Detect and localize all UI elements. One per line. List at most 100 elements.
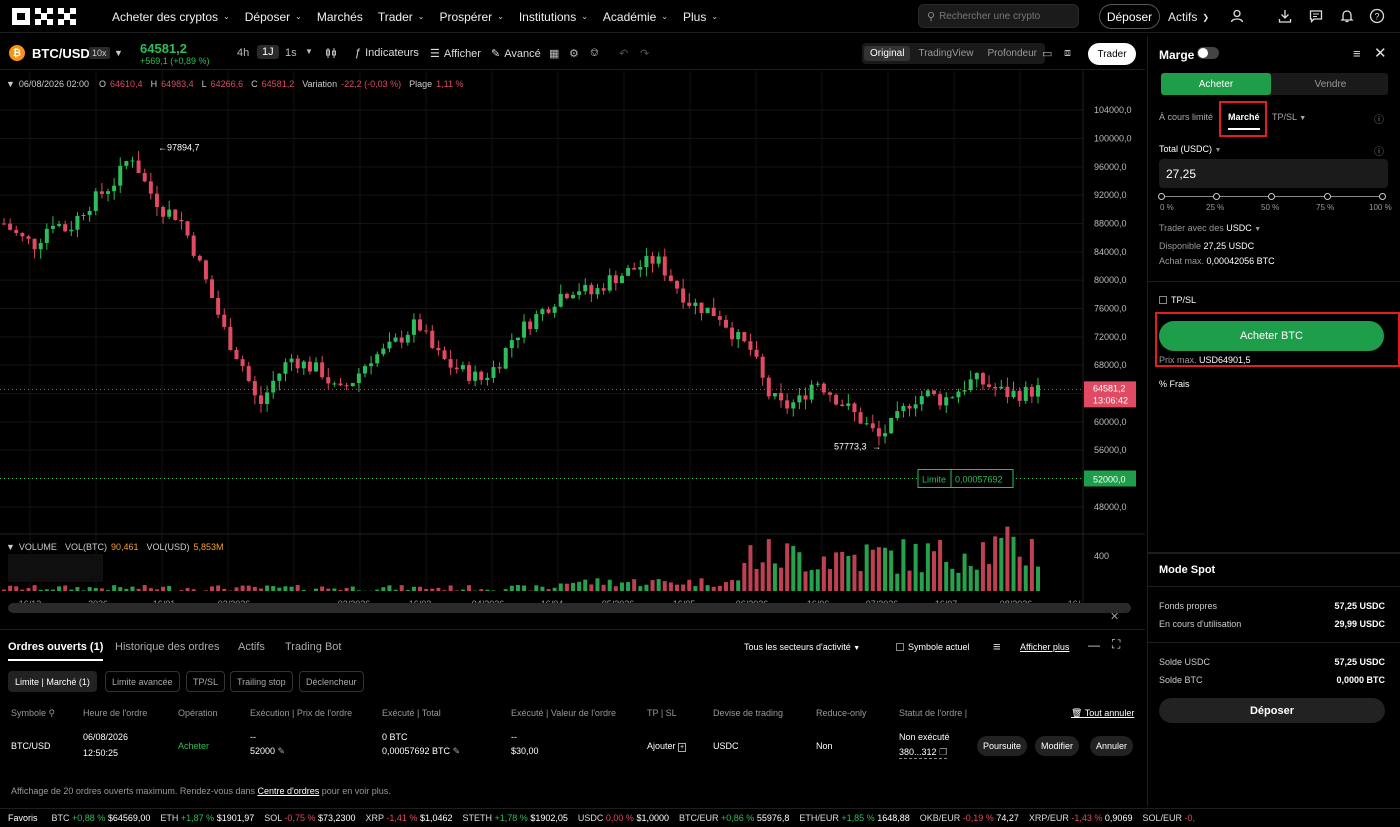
current-symbol-checkbox[interactable]: Symbole actuel: [896, 642, 970, 652]
ticker-item[interactable]: SOL -0,75 % $73,2300: [264, 813, 355, 823]
tpsl-checkbox[interactable]: TP/SL: [1159, 295, 1196, 305]
nav-item-5[interactable]: Institutions ⌄: [519, 10, 588, 24]
ticker-item[interactable]: USDC 0,00 % $1,0000: [578, 813, 669, 823]
ticker-item[interactable]: BTC/EUR +0,86 % 55976,8: [679, 813, 789, 823]
gear-icon[interactable]: ⚙: [569, 48, 579, 60]
minimize-icon[interactable]: —: [1088, 638, 1100, 652]
help-icon[interactable]: ⓘ: [1374, 147, 1384, 158]
order-center-link[interactable]: Centre d'ordres: [257, 786, 320, 796]
pin-icon[interactable]: ⚲: [48, 708, 56, 718]
cancel-button[interactable]: Annuler: [1090, 736, 1134, 756]
copy-icon[interactable]: ❐: [939, 747, 948, 757]
buy-btc-button[interactable]: Acheter BTC: [1159, 321, 1384, 351]
view-tradingview[interactable]: TradingView: [918, 48, 974, 59]
interval-1w[interactable]: 1s: [285, 47, 297, 59]
total-input[interactable]: 27,25: [1159, 159, 1388, 188]
nav-item-2[interactable]: Marchés: [317, 10, 363, 24]
chevron-down-icon[interactable]: ▼: [6, 542, 15, 552]
trail-button[interactable]: Poursuite: [977, 736, 1028, 756]
add-tpsl-button[interactable]: Ajouter +: [647, 741, 687, 752]
chip-tpsl[interactable]: TP/SL: [186, 671, 226, 692]
search-box[interactable]: ⚲: [918, 4, 1079, 28]
chevron-down-icon[interactable]: ▼: [114, 48, 123, 58]
ticker-item[interactable]: ETH +1,87 % $1901,97: [160, 813, 254, 823]
alert-add-icon[interactable]: ⎊: [590, 47, 599, 59]
deposit-panel-button[interactable]: Déposer: [1159, 698, 1385, 723]
calculator-icon[interactable]: ▦: [549, 48, 560, 60]
user-icon[interactable]: [1229, 8, 1245, 24]
trade-with[interactable]: Trader avec des USDC ▼: [1159, 223, 1261, 233]
interval-4h[interactable]: 4h: [237, 47, 250, 59]
modify-button[interactable]: Modifier: [1035, 736, 1080, 756]
layout-icon[interactable]: ▭: [1042, 48, 1053, 60]
tab-assets[interactable]: Actifs: [238, 641, 265, 653]
ticker-item[interactable]: BTC +0,88 % $64569,00: [52, 813, 151, 823]
slider-dot[interactable]: [1268, 193, 1275, 200]
buy-tab[interactable]: Acheter: [1161, 73, 1271, 95]
slider-dot[interactable]: [1213, 193, 1220, 200]
order-type-limit[interactable]: À cours limité: [1159, 112, 1214, 122]
candlestick-chart[interactable]: 104000,0 100000,0 96000,0 92000,0 88000,0 840…: [0, 71, 1145, 626]
download-icon[interactable]: [1277, 8, 1293, 24]
margin-toggle[interactable]: [1197, 47, 1219, 59]
chip-trigger[interactable]: Déclencheur: [299, 671, 364, 692]
checkbox-icon[interactable]: [1159, 296, 1167, 304]
amount-slider[interactable]: [1158, 193, 1386, 200]
expand-icon[interactable]: ⛶: [1112, 637, 1121, 651]
redo-icon[interactable]: ↷: [640, 48, 650, 60]
undo-icon[interactable]: ↶: [619, 48, 629, 60]
deposit-button[interactable]: Déposer: [1099, 4, 1160, 29]
search-input[interactable]: [939, 10, 1070, 22]
close-icon[interactable]: ✕: [1110, 611, 1119, 623]
chip-trailing-stop[interactable]: Trailing stop: [230, 671, 293, 692]
slider-dot[interactable]: [1324, 193, 1331, 200]
nav-item-3[interactable]: Trader ⌄: [378, 10, 425, 24]
interval-1d[interactable]: 1J: [257, 45, 279, 59]
indicators-button[interactable]: ƒ Indicateurs: [355, 47, 419, 59]
ticker-item[interactable]: ETH/EUR +1,85 % 1648,88: [799, 813, 909, 823]
chip-advanced-limit[interactable]: Limite avancée: [105, 671, 180, 692]
cancel-all-link[interactable]: 🗑 Tout annuler: [1071, 708, 1134, 719]
nav-item-6[interactable]: Académie ⌄: [603, 10, 668, 24]
bell-icon[interactable]: [1339, 8, 1355, 24]
ticker-item[interactable]: XRP -1,41 % $1,0462: [366, 813, 453, 823]
sell-tab[interactable]: Vendre: [1314, 78, 1347, 90]
display-button[interactable]: ☰ Afficher: [430, 47, 481, 61]
order-total[interactable]: 0,00057692 BTC ✎: [382, 746, 460, 757]
edit-icon[interactable]: ✎: [452, 746, 461, 756]
nav-item-7[interactable]: Plus ⌄: [683, 10, 718, 24]
ticker-item[interactable]: XRP/EUR -1,43 % 0,9069: [1029, 813, 1133, 823]
chevron-down-icon[interactable]: ▼: [6, 79, 15, 89]
filter-icon[interactable]: ≡: [993, 639, 1001, 654]
chip-limit-market[interactable]: Limite | Marché (1): [8, 671, 97, 692]
okx-logo[interactable]: [12, 8, 76, 25]
fullscreen-icon[interactable]: ⧈: [1064, 47, 1071, 59]
candle-type-icon[interactable]: [325, 47, 337, 59]
assets-menu[interactable]: Actifs ❯: [1168, 10, 1209, 24]
edit-icon[interactable]: ✎: [277, 746, 286, 756]
ticker-item[interactable]: STETH +1,78 % $1902,05: [462, 813, 567, 823]
order-type-market[interactable]: Marché: [1228, 112, 1260, 130]
view-original[interactable]: Original: [864, 46, 911, 61]
order-type-tpsl[interactable]: TP/SL ▼: [1272, 112, 1306, 122]
tab-order-history[interactable]: Historique des ordres: [115, 641, 220, 653]
order-price[interactable]: 52000 ✎: [250, 746, 285, 757]
show-more-link[interactable]: Afficher plus: [1020, 642, 1070, 652]
chevron-down-icon[interactable]: ▼: [305, 47, 313, 56]
trader-button[interactable]: Trader: [1088, 43, 1136, 65]
tab-trading-bot[interactable]: Trading Bot: [285, 641, 342, 653]
checkbox-icon[interactable]: [896, 643, 904, 651]
close-icon[interactable]: ✕: [1374, 45, 1387, 62]
chevron-down-icon[interactable]: ▼: [1214, 147, 1222, 154]
slider-dot[interactable]: [1379, 193, 1386, 200]
help-icon[interactable]: ?: [1369, 8, 1385, 24]
pair-selector[interactable]: BTC/USD: [32, 46, 90, 61]
fees-link[interactable]: % Frais: [1159, 379, 1190, 389]
price-chart[interactable]: 104000,0 100000,0 96000,0 92000,0 88000,0 840…: [0, 71, 1145, 626]
nav-item-1[interactable]: Déposer ⌄: [245, 10, 302, 24]
help-icon[interactable]: ⓘ: [1374, 115, 1384, 126]
chat-icon[interactable]: [1308, 8, 1324, 24]
nav-item-0[interactable]: Acheter des cryptos ⌄: [112, 10, 230, 24]
nav-item-4[interactable]: Prospérer ⌄: [439, 10, 503, 24]
slider-dot[interactable]: [1158, 193, 1165, 200]
